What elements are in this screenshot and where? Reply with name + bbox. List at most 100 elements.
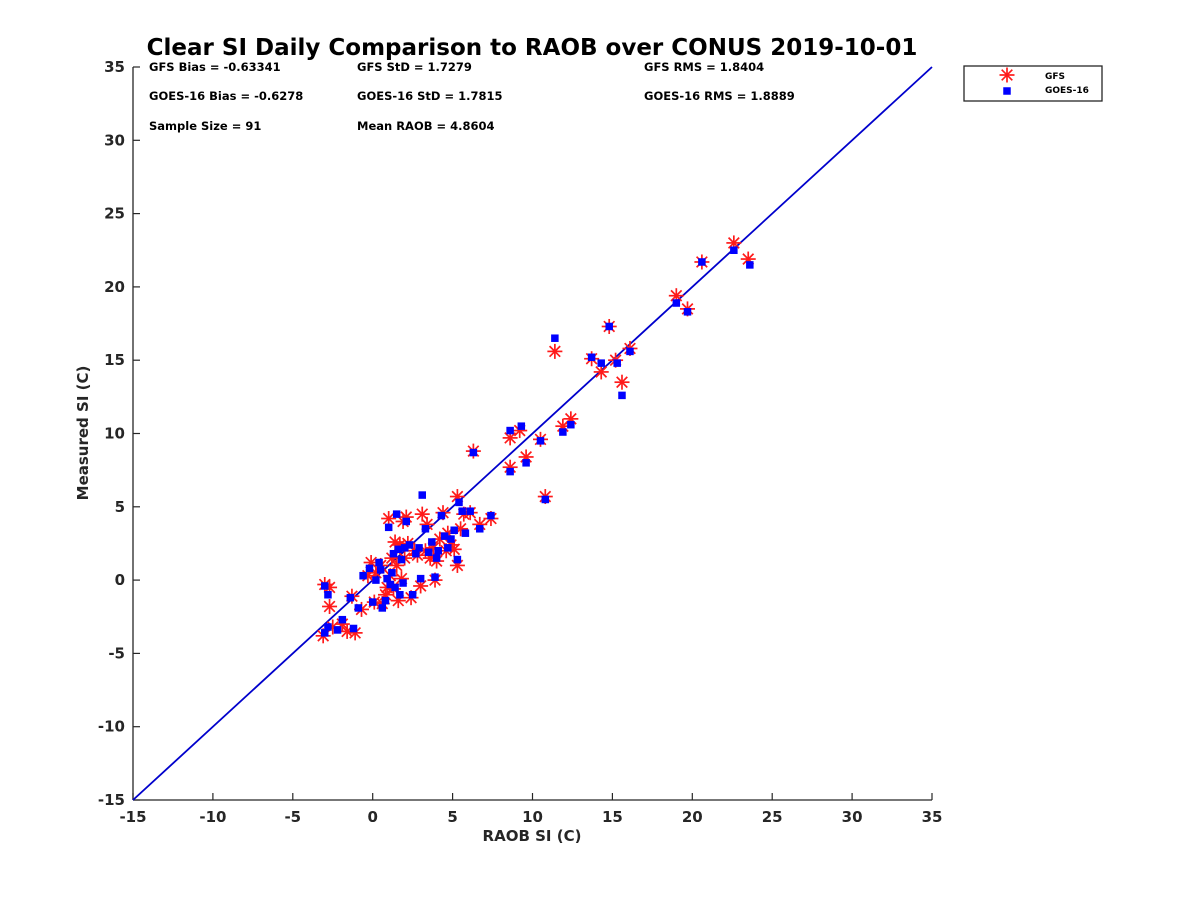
x-tick-label: -10 <box>199 808 226 826</box>
x-tick-label: 10 <box>522 808 543 826</box>
y-axis-label: Measured SI (C) <box>74 366 92 501</box>
goes16-point <box>324 591 332 599</box>
goes16-point <box>372 576 380 584</box>
x-tick-label: 25 <box>762 808 783 826</box>
goes16-point <box>394 545 403 554</box>
legend-gfs-symbol <box>999 67 1015 83</box>
goes16-point <box>559 428 567 436</box>
goes16-point <box>349 624 358 633</box>
x-tick-label: 20 <box>682 808 703 826</box>
goes16-point <box>605 322 613 331</box>
gfs-point <box>547 343 563 359</box>
goes16-point <box>396 591 404 599</box>
goes16-point <box>587 353 596 362</box>
legend: GFS GOES-16 <box>963 65 1103 102</box>
goes16-point <box>397 555 406 564</box>
goes16-point <box>392 510 401 518</box>
gfs-point <box>414 506 430 522</box>
x-tick-label: 30 <box>842 808 863 826</box>
goes16-point <box>506 426 514 435</box>
stat-mean-raob: Mean RAOB = 4.8604 <box>357 119 495 133</box>
gfs-point <box>614 374 630 390</box>
y-tick-label: 0 <box>115 571 125 589</box>
goes16-point <box>440 532 449 540</box>
goes16-point <box>447 535 455 543</box>
goes16-point <box>400 544 409 552</box>
goes16-point <box>416 574 425 583</box>
goes16-point <box>402 517 411 526</box>
goes16-point <box>618 391 626 400</box>
goes16-point <box>421 525 430 533</box>
goes16-point <box>597 359 605 367</box>
one-to-one-line <box>132 66 933 801</box>
goes16-point <box>428 538 436 546</box>
chart-title: Clear SI Daily Comparison to RAOB over C… <box>147 35 918 61</box>
goes16-point <box>432 554 441 562</box>
goes16-point <box>321 582 329 590</box>
stat-gfs-rms: GFS RMS = 1.8404 <box>644 60 764 74</box>
goes16-point <box>437 511 446 520</box>
y-tick-label: -10 <box>98 718 125 736</box>
x-tick-label: 35 <box>922 808 943 826</box>
stat-goes16-std: GOES-16 StD = 1.7815 <box>357 89 502 103</box>
goes16-point <box>466 507 474 515</box>
stat-gfs-bias: GFS Bias = -0.63341 <box>149 60 281 74</box>
goes16-point <box>391 583 399 592</box>
goes16-point <box>338 615 347 624</box>
stat-goes16-rms: GOES-16 RMS = 1.8889 <box>644 89 795 103</box>
goes16-point <box>517 422 526 430</box>
goes16-point <box>506 467 514 476</box>
goes16-point <box>324 623 332 631</box>
goes16-point <box>672 299 681 307</box>
goes16-point <box>551 334 559 342</box>
y-tick-label: 20 <box>104 278 125 296</box>
stat-gfs-std: GFS StD = 1.7279 <box>357 60 472 74</box>
y-tick-label: 25 <box>104 205 125 223</box>
y-tick-label: 15 <box>104 351 125 369</box>
goes16-point <box>536 437 545 445</box>
goes16-point <box>383 574 391 583</box>
goes16-point <box>405 541 414 549</box>
goes16-point <box>333 626 342 634</box>
legend-gfs-marker <box>999 67 1015 83</box>
goes16-point <box>458 507 466 515</box>
goes16-point <box>613 359 621 367</box>
y-tick-label: 5 <box>115 498 125 516</box>
goes16-point <box>730 246 738 254</box>
goes16-point <box>626 347 634 356</box>
y-tick-label: -5 <box>108 644 125 662</box>
goes16-point <box>698 258 706 266</box>
x-tick-label: -15 <box>119 808 146 826</box>
goes16-point <box>375 558 383 567</box>
x-tick-label: 15 <box>602 808 623 826</box>
gfs-point <box>393 571 409 587</box>
goes16-point <box>389 549 398 558</box>
legend-goes16-symbol <box>1003 87 1011 95</box>
y-ticks: -15 -10 -5 0 5 10 15 20 25 30 35 <box>98 58 140 809</box>
goes16-point <box>469 448 478 457</box>
y-tick-label: -15 <box>98 791 125 809</box>
x-axis-label: RAOB SI (C) <box>483 827 582 845</box>
goes16-point <box>424 548 433 556</box>
goes16-point <box>431 573 439 581</box>
legend-goes16-label: GOES-16 <box>1045 86 1089 96</box>
gfs-point <box>381 511 397 527</box>
goes16-point <box>683 308 692 316</box>
goes16-point <box>450 526 458 535</box>
goes16-point <box>408 591 417 599</box>
y-tick-label: 35 <box>104 58 125 76</box>
x-ticks: -15 -10 -5 0 5 10 15 20 25 30 35 <box>119 793 942 826</box>
stat-goes16-bias: GOES-16 Bias = -0.6278 <box>149 89 303 103</box>
goes16-point <box>384 523 393 532</box>
gfs-point <box>593 364 609 380</box>
goes16-point <box>321 629 329 637</box>
gfs-point <box>668 288 684 304</box>
goes16-series <box>321 246 754 637</box>
goes16-point <box>378 604 387 612</box>
goes16-point <box>476 525 484 533</box>
y-tick-label: 30 <box>104 131 125 149</box>
y-tick-label: 10 <box>104 425 125 443</box>
x-tick-label: -5 <box>284 808 301 826</box>
statistics-block: GFS Bias = -0.63341 GFS StD = 1.7279 GFS… <box>149 60 795 133</box>
